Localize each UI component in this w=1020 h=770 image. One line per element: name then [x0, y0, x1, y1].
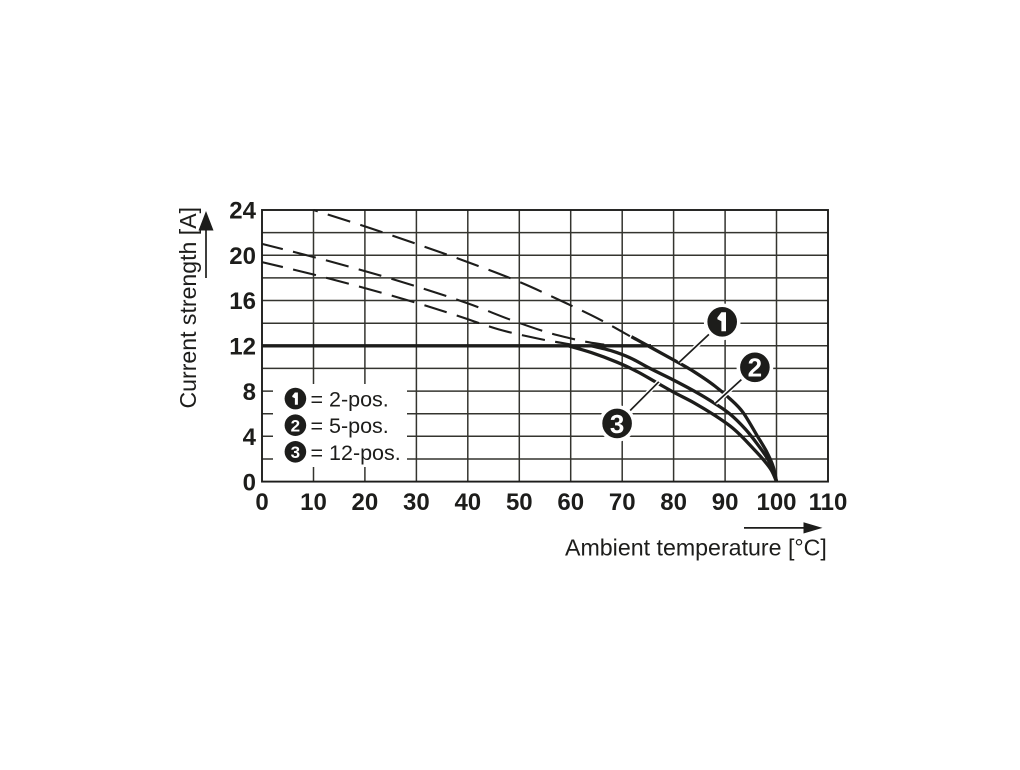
svg-text:Current strength [A]: Current strength [A]	[175, 207, 201, 409]
svg-text:10: 10	[300, 489, 327, 516]
svg-text:3: 3	[291, 443, 300, 462]
svg-text:80: 80	[660, 489, 687, 516]
svg-text:0: 0	[255, 489, 268, 516]
svg-text:24: 24	[229, 198, 256, 225]
svg-text:50: 50	[506, 489, 533, 516]
svg-text:20: 20	[352, 489, 379, 516]
svg-text:4: 4	[243, 424, 257, 451]
svg-text:60: 60	[557, 489, 584, 516]
svg-text:90: 90	[712, 489, 739, 516]
svg-text:8: 8	[243, 379, 256, 406]
svg-text:70: 70	[609, 489, 636, 516]
svg-text:2: 2	[748, 353, 762, 383]
svg-text:0: 0	[243, 469, 256, 496]
svg-text:30: 30	[403, 489, 430, 516]
svg-text:100: 100	[756, 489, 796, 516]
svg-text:40: 40	[454, 489, 481, 516]
svg-text:2: 2	[291, 416, 300, 435]
svg-text:= 5-pos.: = 5-pos.	[311, 414, 389, 438]
svg-text:20: 20	[229, 243, 256, 270]
svg-text:110: 110	[809, 489, 848, 516]
svg-text:3: 3	[610, 409, 624, 439]
svg-text:Ambient temperature [°C]: Ambient temperature [°C]	[565, 535, 827, 561]
svg-text:= 2-pos.: = 2-pos.	[311, 388, 389, 412]
svg-text:16: 16	[229, 288, 256, 315]
svg-text:= 12-pos.: = 12-pos.	[311, 441, 401, 465]
svg-text:12: 12	[229, 334, 256, 361]
